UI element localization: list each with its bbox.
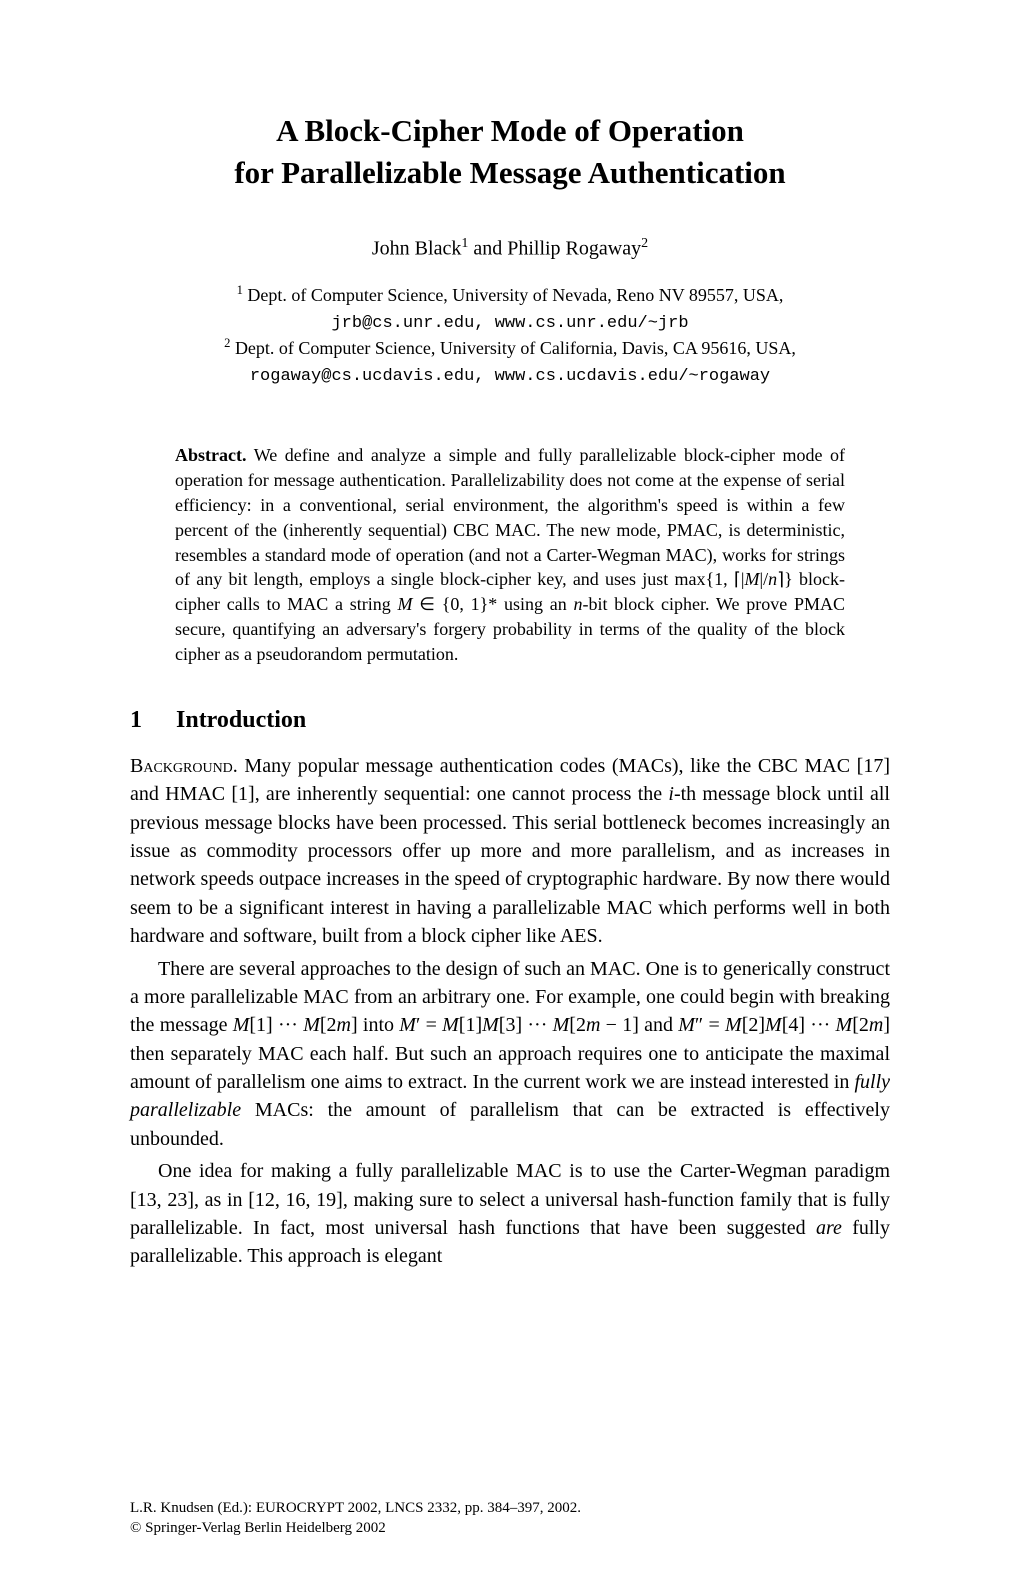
page-footer: L.R. Knudsen (Ed.): EUROCRYPT 2002, LNCS… xyxy=(130,1499,890,1538)
paper-title: A Block-Cipher Mode of Operation for Par… xyxy=(130,110,890,194)
affil-2-contact: rogaway@cs.ucdavis.edu, www.cs.ucdavis.e… xyxy=(250,367,770,386)
section-1-title: Introduction xyxy=(176,707,306,733)
background-label: Background. xyxy=(130,755,238,777)
title-line-2: for Parallelizable Message Authenticatio… xyxy=(234,155,785,190)
affiliations: 1 Dept. of Computer Science, University … xyxy=(130,282,890,388)
abstract-body: We define and analyze a simple and fully… xyxy=(175,445,845,664)
paper-page: A Block-Cipher Mode of Operation for Par… xyxy=(0,0,1020,1576)
section-1-heading: 1Introduction xyxy=(130,707,890,734)
footer-copyright: © Springer-Verlag Berlin Heidelberg 2002 xyxy=(130,1519,890,1539)
affil-1-text: Dept. of Computer Science, University of… xyxy=(243,285,784,305)
title-line-1: A Block-Cipher Mode of Operation xyxy=(276,113,744,148)
authors-line: John Black1 and Phillip Rogaway2 xyxy=(130,236,890,261)
section-1-body: Background. Many popular message authent… xyxy=(130,752,890,1271)
footer-citation: L.R. Knudsen (Ed.): EUROCRYPT 2002, LNCS… xyxy=(130,1499,890,1519)
abstract-label: Abstract. xyxy=(175,445,246,465)
paragraph-2: There are several approaches to the desi… xyxy=(130,955,890,1154)
affil-1-contact: jrb@cs.unr.edu, www.cs.unr.edu/~jrb xyxy=(331,314,688,333)
affiliation-1: 1 Dept. of Computer Science, University … xyxy=(130,282,890,335)
affil-2-text: Dept. of Computer Science, University of… xyxy=(230,338,795,358)
abstract-block: Abstract. We define and analyze a simple… xyxy=(175,443,845,666)
paragraph-1: Background. Many popular message authent… xyxy=(130,752,890,951)
affiliation-2: 2 Dept. of Computer Science, University … xyxy=(130,335,890,388)
section-1-number: 1 xyxy=(130,707,176,734)
paragraph-3: One idea for making a fully parallelizab… xyxy=(130,1157,890,1271)
paragraph-1-text: Many popular message authentication code… xyxy=(130,755,890,947)
